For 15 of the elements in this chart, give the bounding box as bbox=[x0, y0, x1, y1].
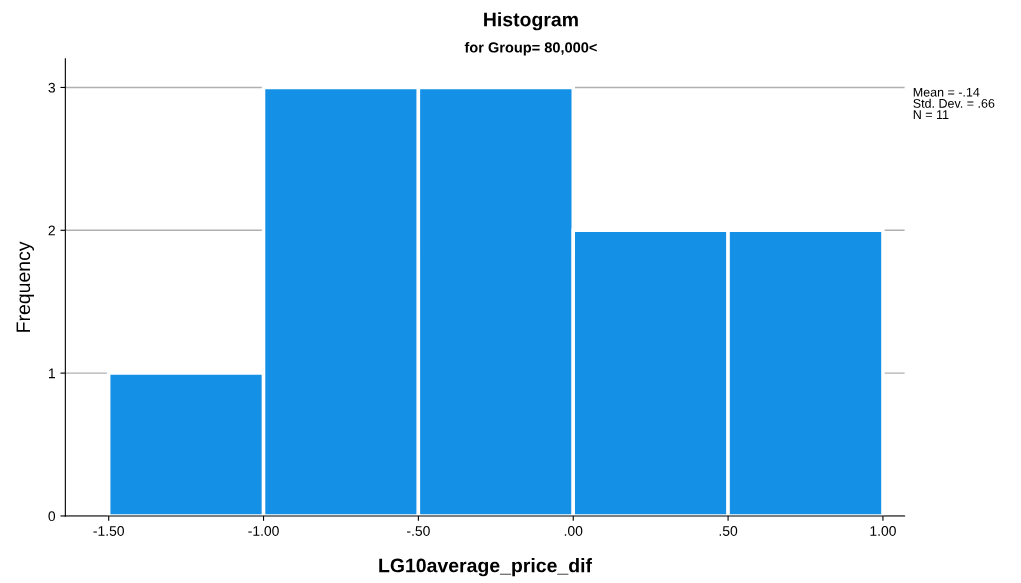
x-axis-title: LG10average_price_dif bbox=[379, 558, 593, 577]
x-tick-label: -.50 bbox=[407, 526, 430, 536]
x-tick-label: 1.00 bbox=[870, 526, 896, 536]
chart-subtitle: for Group= 80,000< bbox=[464, 41, 597, 56]
chart-title: Histogram bbox=[484, 12, 578, 31]
y-tick-label: 1 bbox=[48, 368, 55, 379]
x-tick-label: -1.00 bbox=[248, 526, 279, 536]
text: Mean = -.14 Std. Dev. = .66 N = 11 bbox=[913, 87, 995, 119]
y-tick-label: 0 bbox=[48, 511, 56, 522]
y-tick-label: 2 bbox=[48, 225, 55, 236]
x-tick-label: -1.50 bbox=[93, 526, 124, 536]
x-tick-label: .50 bbox=[719, 526, 738, 536]
y-tick-label: 3 bbox=[48, 82, 56, 93]
y-axis-title: Frequency bbox=[16, 241, 35, 332]
x-tick-label: .00 bbox=[564, 526, 583, 536]
